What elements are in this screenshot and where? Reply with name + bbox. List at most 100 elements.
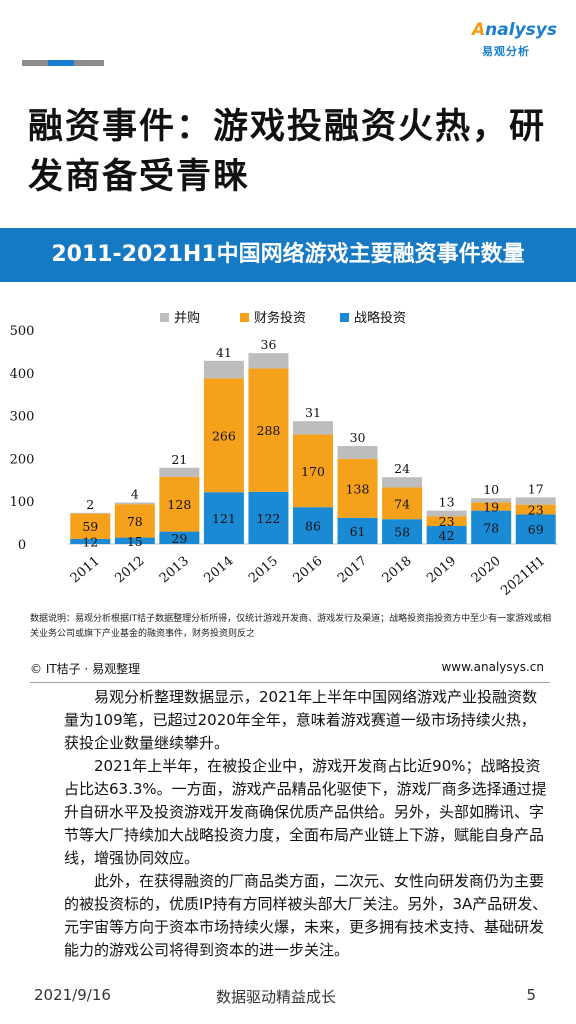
- data-label: 19: [483, 500, 499, 515]
- header-decor-bar: [22, 60, 104, 66]
- bar-segment: [382, 487, 423, 520]
- website-url[interactable]: www.analysys.cn: [441, 660, 544, 674]
- bar-segment: [159, 531, 200, 544]
- bar-segment: [114, 504, 155, 538]
- data-label: 4: [131, 486, 139, 501]
- bar-segment: [293, 421, 333, 435]
- footer-slogan: 数据驱动精益成长: [216, 988, 337, 1006]
- x-tick-label: 2015: [246, 554, 281, 587]
- data-label: 13: [439, 495, 455, 510]
- data-label: 30: [350, 430, 366, 445]
- bar-segment: [70, 512, 111, 514]
- data-label: 41: [216, 345, 232, 360]
- bar-segment: [515, 497, 556, 505]
- legend-label: 战略投资: [354, 310, 406, 326]
- legend-swatch: [340, 313, 349, 322]
- x-tick-label: 2014: [201, 554, 236, 587]
- header-decor-segment: [48, 60, 74, 66]
- data-label: 15: [127, 534, 143, 549]
- footer-date: 2021/9/16: [34, 986, 111, 1004]
- bar-segment: [382, 519, 423, 544]
- paragraph: 此外，在获得融资的厂商品类方面，二次元、女性向研发商仍为主要的被投资标的，优质I…: [64, 872, 548, 959]
- bar-segment: [203, 378, 244, 493]
- data-label: 36: [261, 337, 277, 352]
- bar-segment: [471, 502, 512, 511]
- data-label: 10: [483, 482, 499, 497]
- y-tick-label: 500: [10, 324, 35, 339]
- legend-swatch: [160, 313, 169, 322]
- data-label: 170: [301, 464, 325, 479]
- data-label: 78: [483, 520, 499, 535]
- y-tick-label: 400: [10, 367, 35, 382]
- bar-segment: [293, 507, 333, 544]
- header-decor-segment: [22, 60, 48, 66]
- legend-swatch: [240, 313, 249, 322]
- data-label: 24: [394, 461, 410, 476]
- bar-segment: [471, 510, 512, 544]
- y-tick-label: 200: [10, 452, 35, 467]
- bar-segment: [70, 513, 111, 539]
- x-tick-label: 2020: [469, 554, 504, 587]
- bar-segment: [159, 476, 200, 532]
- bar-segment: [337, 445, 378, 459]
- bar-segment: [70, 538, 111, 544]
- analysis-text: 易观分析整理数据显示，2021年上半年中国网络游戏产业投融资数量为109笔，已超…: [64, 686, 550, 962]
- x-tick-label: 2012: [112, 554, 147, 587]
- bar-segment: [114, 502, 155, 505]
- bar-segment: [248, 353, 289, 369]
- data-source: © IT桔子 · 易观整理: [30, 662, 141, 676]
- data-label: 128: [167, 497, 191, 512]
- data-note: 数据说明：易观分析根据IT桔子数据整理分析所得，仅统计游戏开发商、游戏发行及渠道…: [30, 614, 552, 639]
- data-label: 86: [305, 519, 321, 534]
- data-label: 74: [394, 496, 410, 511]
- data-label: 2: [86, 497, 94, 512]
- data-label: 42: [439, 528, 455, 543]
- legend-label: 并购: [174, 310, 200, 326]
- bar-segment: [337, 458, 378, 518]
- data-label: 61: [350, 524, 366, 539]
- analysys-logo: Analysys 易观分析: [472, 20, 557, 64]
- data-label: 21: [171, 452, 187, 467]
- bar-segment: [426, 510, 467, 517]
- logo-cn-text: 易观分析: [482, 45, 530, 58]
- data-label: 23: [439, 514, 455, 529]
- data-label: 31: [305, 405, 321, 420]
- bar-segment: [203, 492, 244, 544]
- x-tick-label: 2016: [291, 554, 326, 587]
- y-tick-label: 300: [10, 410, 35, 425]
- bar-segment: [471, 498, 512, 503]
- data-label: 12: [82, 534, 98, 549]
- data-label: 266: [212, 428, 236, 443]
- data-label: 58: [394, 525, 410, 540]
- logo-wordmark: Analysys: [472, 20, 557, 40]
- y-tick-label: 0: [18, 538, 26, 553]
- logo-text: nalysys: [485, 20, 557, 40]
- x-tick-label: 2011: [68, 554, 103, 587]
- data-label: 59: [82, 519, 98, 534]
- data-label: 78: [127, 514, 143, 529]
- bar-segment: [426, 526, 467, 544]
- data-label: 122: [257, 511, 281, 526]
- data-label: 29: [171, 531, 187, 546]
- x-tick-label: 2019: [424, 554, 459, 587]
- bar-segment: [337, 517, 378, 544]
- bar-segment: [159, 467, 200, 477]
- legend-label: 财务投资: [254, 310, 306, 326]
- bar-segment: [515, 504, 556, 515]
- x-tick-label: 2021H1: [498, 554, 548, 599]
- bar-segment: [515, 514, 556, 544]
- bar-segment: [114, 537, 155, 544]
- logo-letter: A: [472, 20, 486, 40]
- chart-banner-title: 2011-2021H1中国网络游戏主要融资事件数量: [0, 228, 576, 282]
- data-label: 69: [528, 522, 544, 537]
- paragraph: 易观分析整理数据显示，2021年上半年中国网络游戏产业投融资数量为109笔，已超…: [64, 688, 538, 752]
- data-label: 138: [346, 481, 370, 496]
- page-title: 融资事件：游戏投融资火热，研发商备受青睐: [28, 107, 547, 197]
- data-label: 17: [528, 481, 544, 496]
- x-tick-label: 2017: [335, 554, 370, 587]
- page-number: 5: [526, 986, 536, 1004]
- bar-segment: [382, 477, 423, 488]
- y-tick-label: 100: [10, 495, 35, 510]
- paragraph: 2021年上半年，在被投企业中，游戏开发商占比近90%；战略投资占比达63.3%…: [64, 757, 547, 867]
